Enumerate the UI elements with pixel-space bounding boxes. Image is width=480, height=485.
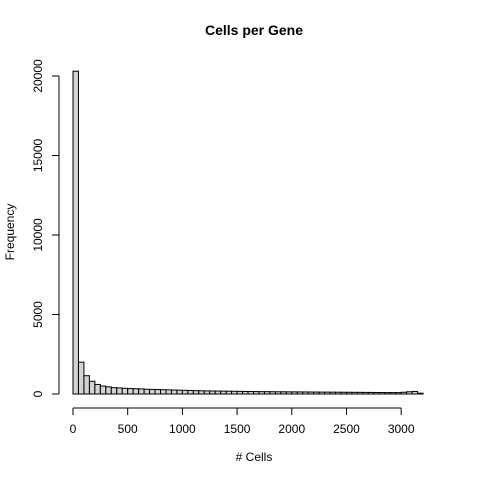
histogram-bars [72, 70, 424, 395]
histogram-bar [127, 388, 134, 395]
histogram-bar [149, 388, 156, 395]
histogram-bar [313, 391, 320, 395]
histogram-bar [121, 387, 129, 395]
histogram-bar [165, 389, 172, 395]
histogram-bar [378, 392, 386, 395]
histogram-bar [236, 390, 244, 395]
histogram-bar [351, 391, 358, 395]
x-tick-label: 1000 [169, 422, 196, 436]
histogram-bar [389, 392, 397, 395]
y-tick-label: 10000 [31, 218, 45, 252]
histogram-bar [132, 388, 140, 395]
histogram-bar [203, 390, 211, 395]
histogram-bar [373, 391, 380, 395]
x-tick-label: 2000 [278, 422, 305, 436]
y-axis: 0 5000 10000 15000 20000 [31, 59, 60, 397]
histogram-bar [362, 391, 369, 395]
histogram-bar [329, 391, 337, 395]
histogram-bar [209, 390, 216, 395]
histogram-bar [192, 390, 200, 395]
histogram-bar [274, 391, 282, 395]
y-tick-label: 5000 [31, 301, 45, 328]
histogram-bar [291, 391, 298, 395]
histogram-bar [138, 388, 145, 395]
histogram-bar [181, 389, 189, 395]
histogram-bar [116, 387, 123, 395]
y-tick-label: 20000 [31, 59, 45, 93]
histogram-bar [417, 392, 424, 395]
histogram-bar [367, 391, 375, 395]
histogram-bar [307, 391, 315, 395]
histogram-bar [242, 390, 249, 395]
histogram-bar [225, 390, 233, 395]
y-tick-label: 0 [31, 390, 45, 397]
x-tick-label: 0 [70, 422, 77, 436]
histogram-bar [198, 390, 205, 395]
histogram-bar [345, 391, 353, 395]
histogram-bar [285, 391, 293, 395]
y-axis-label: Frequency [3, 204, 17, 261]
x-axis-label: # Cells [236, 450, 273, 464]
histogram-bar [335, 391, 342, 395]
x-axis: 0 500 1000 1500 2000 2500 3000 [70, 407, 415, 436]
histogram-bar [258, 391, 265, 395]
histogram-bar [72, 70, 79, 395]
histogram-bar [170, 389, 178, 395]
histogram-bar [406, 391, 413, 395]
histogram-bar [318, 391, 326, 395]
histogram-bar [105, 386, 112, 395]
histogram-bar [400, 391, 408, 395]
x-tick-label: 1500 [224, 422, 251, 436]
histogram-bar [99, 385, 107, 395]
x-tick-label: 500 [118, 422, 138, 436]
histogram-bar [395, 392, 402, 395]
x-tick-label: 3000 [388, 422, 415, 436]
histogram-bar [247, 391, 255, 395]
histogram-bar [160, 389, 167, 395]
histogram-bar [214, 390, 222, 395]
histogram-bar [411, 390, 419, 395]
histogram-bar [83, 375, 90, 395]
histogram-bar [340, 391, 347, 395]
histogram-bar [231, 390, 238, 395]
histogram-bar [280, 391, 287, 395]
y-tick-label: 15000 [31, 138, 45, 172]
histogram-bar [384, 392, 391, 395]
chart-title: Cells per Gene [205, 22, 303, 38]
histogram-bar [88, 380, 96, 395]
x-tick-label: 2500 [333, 422, 360, 436]
histogram-bar [77, 361, 85, 395]
histogram-bar [324, 391, 331, 395]
histogram-bar [154, 389, 162, 395]
histogram-bar [269, 391, 276, 395]
histogram-bar [110, 387, 118, 395]
histogram-bar [296, 391, 304, 395]
histogram-bar [220, 390, 227, 395]
histogram-bar [263, 391, 271, 395]
histogram-bar [253, 391, 260, 395]
histogram-bar [187, 390, 194, 395]
histogram-bar [94, 383, 101, 395]
histogram-bar [143, 388, 151, 395]
histogram-bar [302, 391, 309, 395]
histogram-bar [176, 389, 183, 395]
histogram-bar [356, 391, 364, 395]
